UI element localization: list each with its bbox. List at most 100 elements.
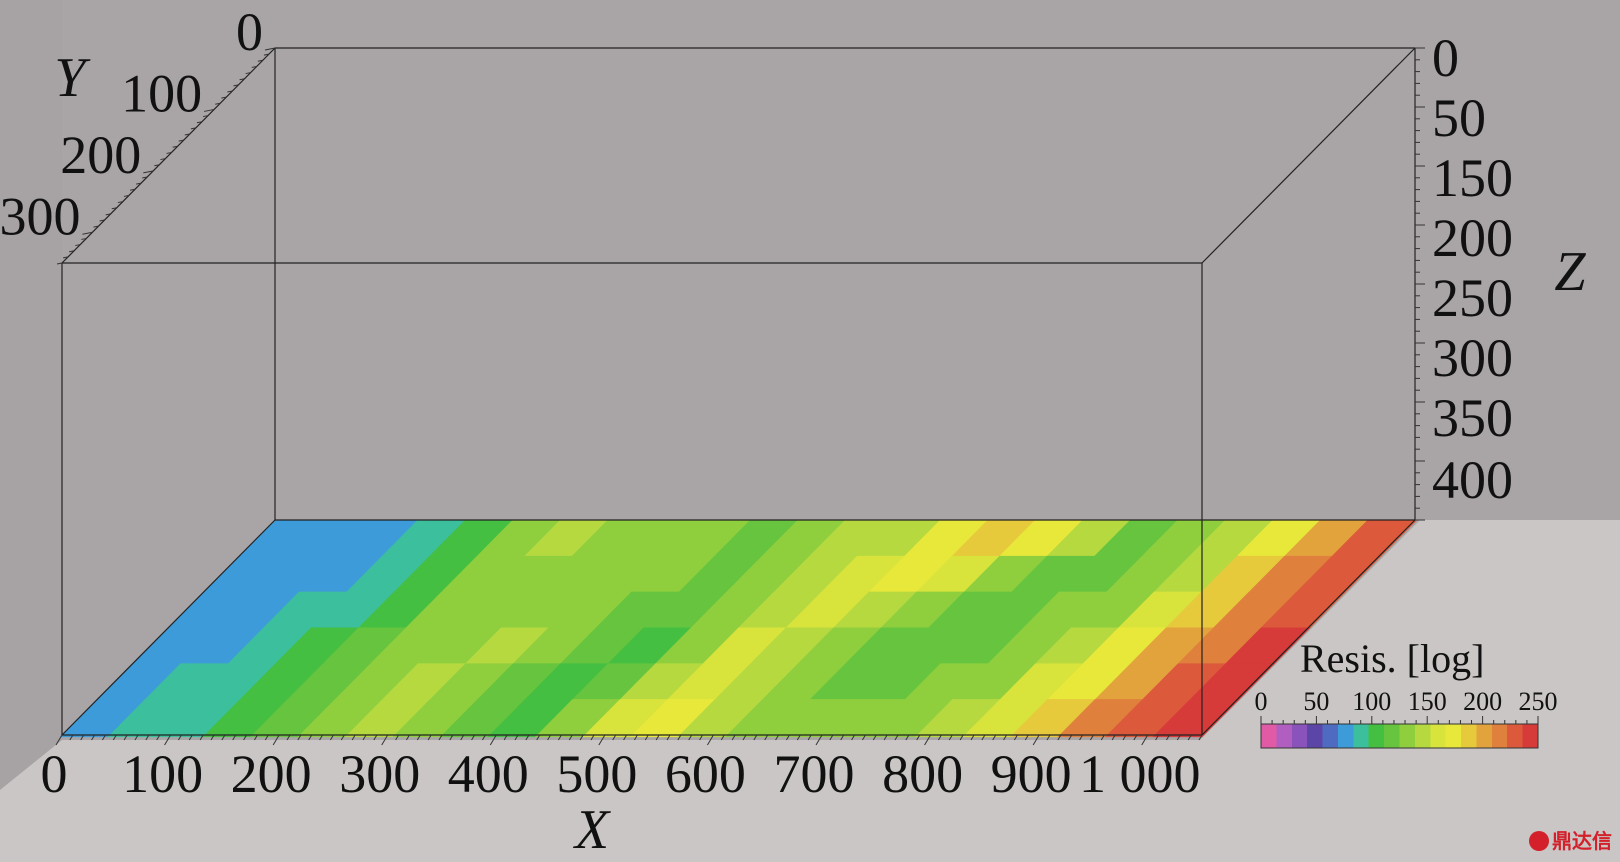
slice-cell <box>320 627 409 666</box>
slice-cell <box>166 591 254 630</box>
x-tick <box>449 734 454 741</box>
x-tick <box>69 734 74 741</box>
slice-cell <box>581 555 670 594</box>
x-tick <box>1141 734 1149 746</box>
y-tick <box>82 231 93 235</box>
y-tick <box>62 256 69 259</box>
y-tick <box>184 133 190 136</box>
slice-cell <box>1329 520 1418 558</box>
slice-cell <box>1068 591 1157 630</box>
slice-cell <box>59 699 148 738</box>
slice-cell <box>95 663 183 702</box>
z-tick-label: 200 <box>1432 208 1513 268</box>
z-tick-label: 250 <box>1432 268 1513 328</box>
slice-cell <box>178 627 266 666</box>
slice-cell <box>985 627 1074 666</box>
x-tick <box>688 734 693 741</box>
slice-cell <box>783 591 872 630</box>
slice-cell <box>890 627 979 666</box>
x-tick <box>381 734 389 746</box>
colorbar-tick-label: 250 <box>1519 687 1558 716</box>
x-tick <box>1089 734 1094 741</box>
logo-icon <box>1529 831 1549 851</box>
slice-cell <box>486 555 575 594</box>
slice-cell <box>1044 520 1133 558</box>
y-tick <box>178 139 184 142</box>
x-tick <box>970 734 975 741</box>
x-tick <box>677 734 682 741</box>
slice-cell <box>154 699 243 738</box>
slice-cell <box>107 699 195 738</box>
x-tick <box>840 734 845 741</box>
slice-cell <box>380 663 468 702</box>
slice-cell <box>213 591 302 630</box>
y-tick <box>190 127 196 130</box>
slice-cell <box>391 555 480 594</box>
x-tick-label: 700 <box>774 744 855 804</box>
slice-cell <box>938 627 1026 666</box>
slice-cell <box>475 663 563 702</box>
x-tick <box>598 734 606 746</box>
slice-cell <box>902 663 991 702</box>
y-tick <box>202 115 209 118</box>
x-tick <box>362 734 367 741</box>
x-axis-tick-labels: 0 100 200 300 400 500 600 700 800 900 1 000 <box>41 744 1201 804</box>
slice-cell <box>1246 555 1335 594</box>
y-tick <box>75 244 81 247</box>
slice-cell <box>593 591 682 630</box>
slice-cell <box>297 699 385 738</box>
x-tick-label: 1 000 <box>1079 744 1201 804</box>
x-tick <box>937 734 942 741</box>
slice-cell <box>439 699 528 738</box>
x-tick <box>1165 734 1170 741</box>
x-tick <box>706 734 714 746</box>
y-tick <box>215 102 221 105</box>
y-tick-label: 300 <box>0 186 80 246</box>
x-tick <box>134 734 139 741</box>
slice-cell <box>344 555 432 594</box>
slice-cell <box>249 555 337 594</box>
slice-cell <box>142 663 231 702</box>
x-tick <box>1187 734 1192 741</box>
x-tick-label: 500 <box>556 744 637 804</box>
slice-cell <box>1294 555 1382 594</box>
x-tick <box>427 734 432 741</box>
slice-cell <box>712 663 801 702</box>
slice-cell <box>1092 663 1181 702</box>
x-tick <box>145 734 150 741</box>
y-tick <box>81 237 87 240</box>
slice-cell <box>688 591 777 630</box>
slice-cell <box>249 699 338 738</box>
slice-cell <box>677 699 765 738</box>
x-tick <box>775 734 780 741</box>
watermark-logo: 鼎达信 <box>1529 825 1612 854</box>
x-tick <box>905 734 910 741</box>
x-tick <box>232 734 237 741</box>
slice-cell <box>854 520 943 558</box>
slice-cell <box>760 663 848 702</box>
slice-cell <box>617 663 706 702</box>
slice-cell <box>463 627 551 666</box>
x-tick <box>633 734 638 741</box>
slice-cell <box>202 699 290 738</box>
slice-cell <box>522 663 611 702</box>
x-tick <box>623 734 628 741</box>
slice-cell <box>534 555 622 594</box>
resistivity-slice <box>59 520 1418 738</box>
x-tick <box>481 734 486 741</box>
slice-cell <box>1104 699 1193 738</box>
x-tick <box>981 734 986 741</box>
x-tick <box>547 734 552 741</box>
slice-cell <box>950 663 1038 702</box>
slice-cell <box>296 555 385 594</box>
slice-cell <box>700 627 789 666</box>
y-tick-label: 200 <box>60 125 141 185</box>
slice-cell <box>427 520 515 558</box>
x-tick <box>924 734 932 746</box>
y-tick <box>239 78 245 81</box>
slice-cell <box>973 591 1062 630</box>
slice-cell <box>807 520 895 558</box>
slice-cell <box>261 591 349 630</box>
x-tick <box>829 734 834 741</box>
x-tick-label: 0 <box>41 744 68 804</box>
